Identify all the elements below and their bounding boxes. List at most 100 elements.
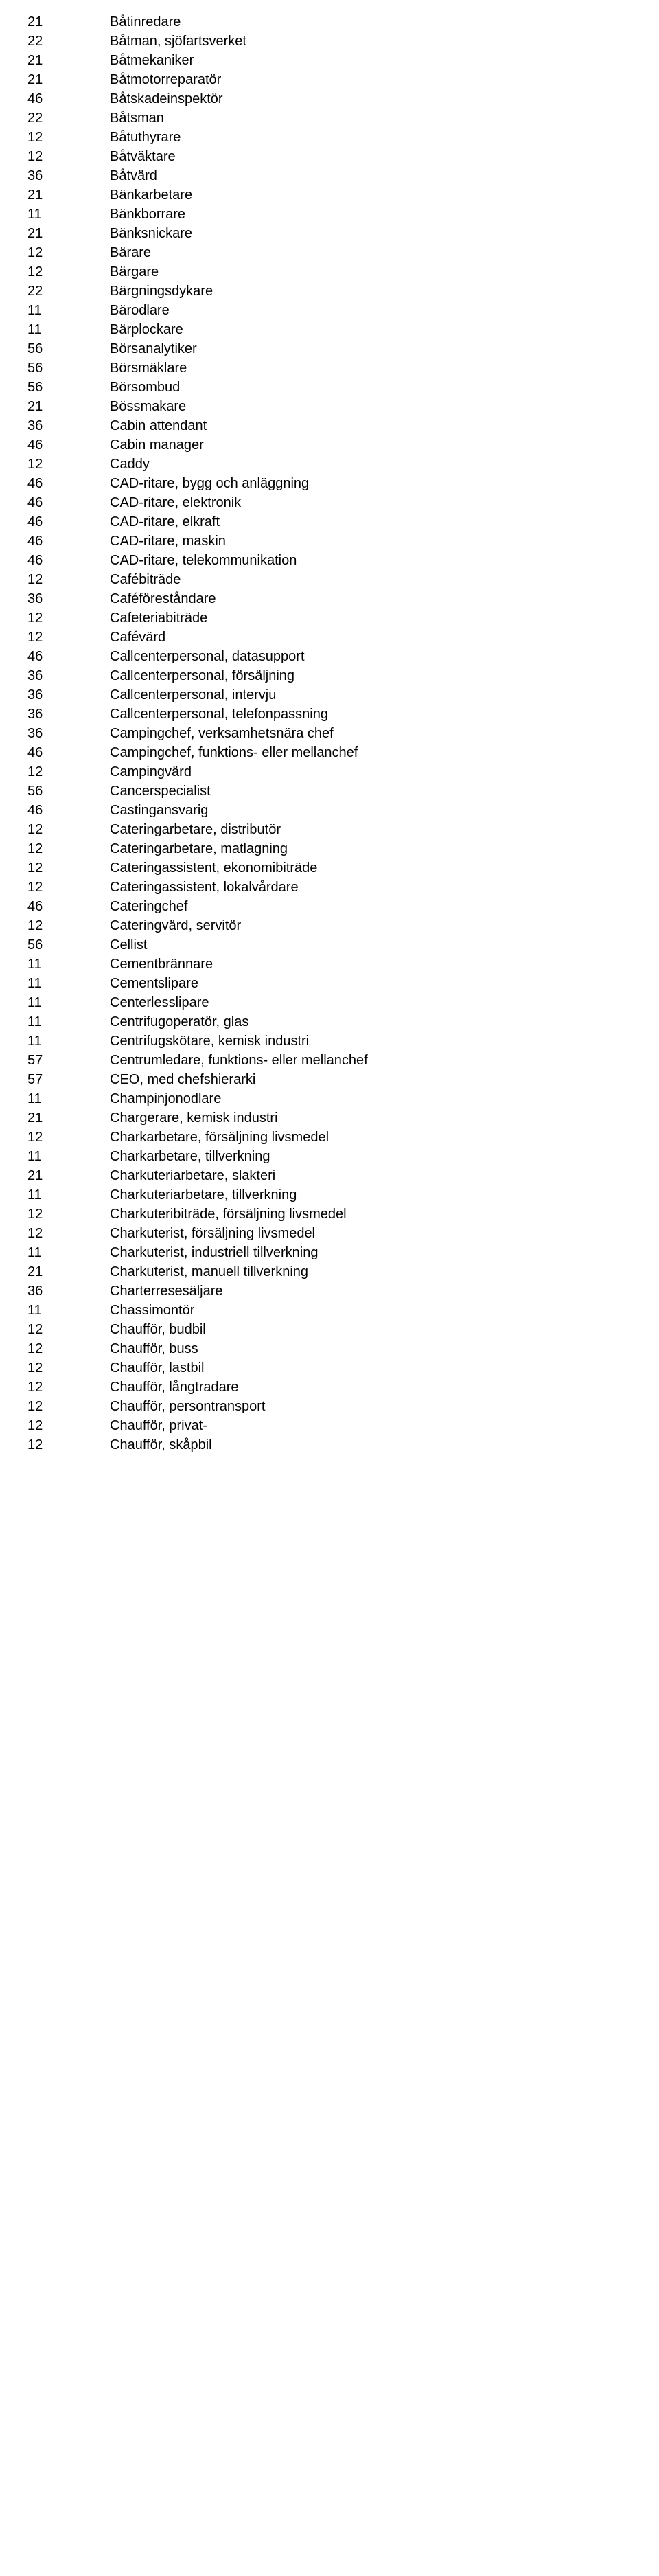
occupation-code: 11 <box>27 993 110 1012</box>
occupation-label: CAD-ritare, telekommunikation <box>110 551 659 570</box>
occupation-code: 21 <box>27 397 110 416</box>
list-row: 12Chaufför, privat- <box>27 1416 659 1435</box>
list-row: 12Cafévärd <box>27 628 659 647</box>
list-row: 46Callcenterpersonal, datasupport <box>27 647 659 666</box>
occupation-code: 56 <box>27 782 110 801</box>
occupation-code: 36 <box>27 724 110 743</box>
occupation-label: Cateringassistent, ekonomibiträde <box>110 858 659 878</box>
occupation-code: 46 <box>27 532 110 551</box>
occupation-code: 22 <box>27 282 110 301</box>
occupation-label: Chaufför, buss <box>110 1339 659 1358</box>
occupation-code: 56 <box>27 378 110 397</box>
occupation-label: Chaufför, persontransport <box>110 1397 659 1416</box>
occupation-code: 12 <box>27 608 110 628</box>
occupation-code: 56 <box>27 935 110 955</box>
occupation-label: Börsmäklare <box>110 358 659 378</box>
occupation-label: Båtsman <box>110 109 659 128</box>
occupation-label: Caddy <box>110 455 659 474</box>
occupation-code: 11 <box>27 1031 110 1051</box>
occupation-label: CAD-ritare, maskin <box>110 532 659 551</box>
list-row: 11Cementbrännare <box>27 955 659 974</box>
occupation-label: Cafévärd <box>110 628 659 647</box>
occupation-label: Charterresesäljare <box>110 1281 659 1301</box>
list-row: 46CAD-ritare, maskin <box>27 532 659 551</box>
occupation-label: Charkuteriarbetare, slakteri <box>110 1166 659 1185</box>
occupation-label: Bärare <box>110 243 659 262</box>
list-row: 11Charkuterist, industriell tillverkning <box>27 1243 659 1262</box>
occupation-code: 21 <box>27 12 110 32</box>
list-row: 46Båtskadeinspektör <box>27 89 659 109</box>
list-row: 11Charkarbetare, tillverkning <box>27 1147 659 1166</box>
occupation-label: Båtskadeinspektör <box>110 89 659 109</box>
list-row: 21Bänkarbetare <box>27 185 659 205</box>
occupation-code: 36 <box>27 685 110 705</box>
occupation-label: CEO, med chefshierarki <box>110 1070 659 1089</box>
list-row: 11Centrifugskötare, kemisk industri <box>27 1031 659 1051</box>
occupation-label: Chaufför, lastbil <box>110 1358 659 1378</box>
occupation-code: 46 <box>27 897 110 916</box>
occupation-label: Chaufför, skåpbil <box>110 1435 659 1455</box>
list-row: 21Bössmakare <box>27 397 659 416</box>
occupation-label: Bärgare <box>110 262 659 282</box>
occupation-label: Charkarbetare, försäljning livsmedel <box>110 1128 659 1147</box>
occupation-label: Callcenterpersonal, intervju <box>110 685 659 705</box>
list-row: 21Chargerare, kemisk industri <box>27 1108 659 1128</box>
occupation-label: Båtvärd <box>110 166 659 185</box>
occupation-code: 11 <box>27 1243 110 1262</box>
occupation-code: 11 <box>27 1185 110 1205</box>
occupation-code: 12 <box>27 1205 110 1224</box>
occupation-code: 36 <box>27 589 110 608</box>
occupation-code: 12 <box>27 820 110 839</box>
occupation-label: Båtinredare <box>110 12 659 32</box>
occupation-code: 12 <box>27 1224 110 1243</box>
occupation-label: Callcenterpersonal, datasupport <box>110 647 659 666</box>
occupation-code: 36 <box>27 1281 110 1301</box>
list-row: 12Chaufför, skåpbil <box>27 1435 659 1455</box>
occupation-code: 36 <box>27 166 110 185</box>
occupation-code: 21 <box>27 185 110 205</box>
list-row: 12Chaufför, persontransport <box>27 1397 659 1416</box>
occupation-code: 12 <box>27 858 110 878</box>
occupation-code: 12 <box>27 1339 110 1358</box>
list-row: 11Bärplockare <box>27 320 659 339</box>
occupation-code: 56 <box>27 358 110 378</box>
occupation-code: 12 <box>27 1397 110 1416</box>
occupation-label: Cabin manager <box>110 435 659 455</box>
occupation-code: 56 <box>27 339 110 358</box>
list-row: 46Cateringchef <box>27 897 659 916</box>
list-row: 11Chassimontör <box>27 1301 659 1320</box>
occupation-label: Båtman, sjöfartsverket <box>110 32 659 51</box>
occupation-label: CAD-ritare, bygg och anläggning <box>110 474 659 493</box>
occupation-code: 11 <box>27 205 110 224</box>
list-row: 12Chaufför, buss <box>27 1339 659 1358</box>
occupation-code: 12 <box>27 1358 110 1378</box>
occupation-code: 46 <box>27 89 110 109</box>
occupation-label: Chaufför, långtradare <box>110 1378 659 1397</box>
list-row: 21Båtmekaniker <box>27 51 659 70</box>
list-row: 46CAD-ritare, elektronik <box>27 493 659 512</box>
occupation-label: Chaufför, budbil <box>110 1320 659 1339</box>
list-row: 12Charkuteribiträde, försäljning livsmed… <box>27 1205 659 1224</box>
list-row: 21Charkuterist, manuell tillverkning <box>27 1262 659 1281</box>
list-row: 12Cateringarbetare, matlagning <box>27 839 659 858</box>
list-row: 46CAD-ritare, elkraft <box>27 512 659 532</box>
occupation-code: 11 <box>27 320 110 339</box>
occupation-code: 57 <box>27 1051 110 1070</box>
list-row: 21Charkuteriarbetare, slakteri <box>27 1166 659 1185</box>
occupation-code: 22 <box>27 109 110 128</box>
list-row: 11Centerlesslipare <box>27 993 659 1012</box>
occupation-label: Bänkarbetare <box>110 185 659 205</box>
occupation-label: Cementslipare <box>110 974 659 993</box>
list-row: 22Båtman, sjöfartsverket <box>27 32 659 51</box>
occupation-label: Båtmekaniker <box>110 51 659 70</box>
occupation-label: Charkuterist, industriell tillverkning <box>110 1243 659 1262</box>
occupation-code: 12 <box>27 1128 110 1147</box>
occupation-label: Caféföreståndare <box>110 589 659 608</box>
list-row: 21Båtinredare <box>27 12 659 32</box>
occupation-code: 12 <box>27 916 110 935</box>
list-row: 11Centrifugoperatör, glas <box>27 1012 659 1031</box>
occupation-code: 22 <box>27 32 110 51</box>
list-row: 46CAD-ritare, telekommunikation <box>27 551 659 570</box>
occupation-label: Chargerare, kemisk industri <box>110 1108 659 1128</box>
occupation-label: Castingansvarig <box>110 801 659 820</box>
